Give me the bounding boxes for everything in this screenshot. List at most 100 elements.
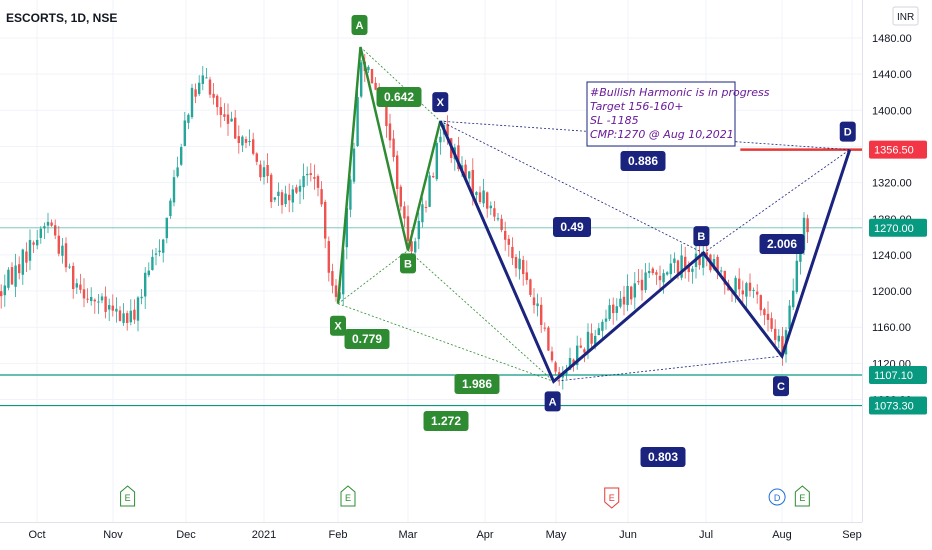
candle [608,298,611,321]
candle [183,111,186,147]
y-tick-label: 1400.00 [872,105,912,117]
candle [766,301,770,332]
candle [291,185,294,213]
candle [201,65,204,91]
candle [543,322,546,332]
candle [640,269,644,301]
candle [147,262,150,278]
candle [759,294,762,316]
candle [540,297,543,333]
candle [604,309,608,330]
candle [68,263,71,270]
candle [424,200,428,213]
point-label-d2: D [844,127,852,139]
event-marker-earnings[interactable] [794,485,810,507]
candle [327,236,330,282]
currency-box[interactable] [892,6,919,26]
candle [691,265,694,284]
y-tick-label: 1320.00 [872,178,912,190]
note-line-3: CMP:1270 @ Aug 10,2021 [590,128,734,141]
candle [118,306,122,322]
ratio-label-0803-bg [640,447,686,467]
candle [637,269,640,285]
candle [187,113,190,130]
candle [25,242,28,273]
candle [57,225,60,257]
price-tag-bg [869,140,927,159]
candle [219,97,222,128]
event-marker-label: E [609,493,615,503]
ratio-label-1986: 1.986 [462,377,492,391]
candle [666,271,669,276]
candle [18,256,21,280]
candle [100,293,104,304]
candle [356,88,359,147]
candle [496,213,500,222]
candle [486,191,489,218]
candle [313,164,316,190]
candle [270,172,273,209]
note-line-2: SL -1185 [590,114,639,127]
candle [32,240,35,254]
candle [756,284,759,304]
candle [46,212,50,234]
x-tick-label: Dec [176,529,196,541]
candle [10,262,14,285]
candle [561,366,564,390]
candle [439,128,442,155]
candle [388,113,392,149]
candle [241,135,244,152]
candle [590,323,593,348]
event-marker-earnings-down[interactable] [604,487,620,509]
candle [705,243,708,267]
point-label-a2: A [549,396,557,408]
x-tick-label: Jun [619,529,637,541]
candle [0,284,3,309]
candle [133,299,136,324]
candle [644,263,647,293]
candle [244,136,248,149]
candle [212,83,215,105]
candle [673,252,676,273]
point-label-b2-bg [693,226,710,247]
candle [288,183,291,213]
candle [205,68,208,79]
x-tick-label: Oct [28,529,45,541]
candle [298,179,302,205]
ratio-line [703,149,850,254]
event-marker-label: E [799,493,805,503]
candle [482,178,485,208]
candle [266,153,269,184]
candle [3,274,6,307]
candle [795,251,798,295]
event-marker-earnings[interactable] [120,485,136,507]
candle [774,319,777,347]
event-marker-label: E [345,493,351,503]
ratio-label-2006: 2.006 [767,237,797,251]
candle [680,243,683,281]
candle [176,156,179,178]
event-marker-dividend[interactable] [768,488,786,506]
ratio-label-0886-bg [620,151,666,171]
point-label-x1-bg [330,315,346,336]
ratio-label-0642: 0.642 [384,90,414,104]
candle [612,297,615,325]
price-tag-bg [869,366,927,385]
point-label-b2: B [697,231,705,243]
ratio-label-2006-bg [759,234,805,254]
candle [302,163,305,200]
candle [432,172,435,178]
price-tag-bg [869,396,927,415]
candle [324,199,327,249]
candle [597,323,600,336]
candle [126,310,129,331]
candle [507,234,510,257]
candle [194,83,197,104]
pattern-1-line [336,46,442,304]
candle [64,237,68,273]
point-label-b1-bg [400,253,416,274]
candle [763,307,766,326]
event-marker-earnings[interactable] [340,485,356,507]
candle [36,229,39,250]
